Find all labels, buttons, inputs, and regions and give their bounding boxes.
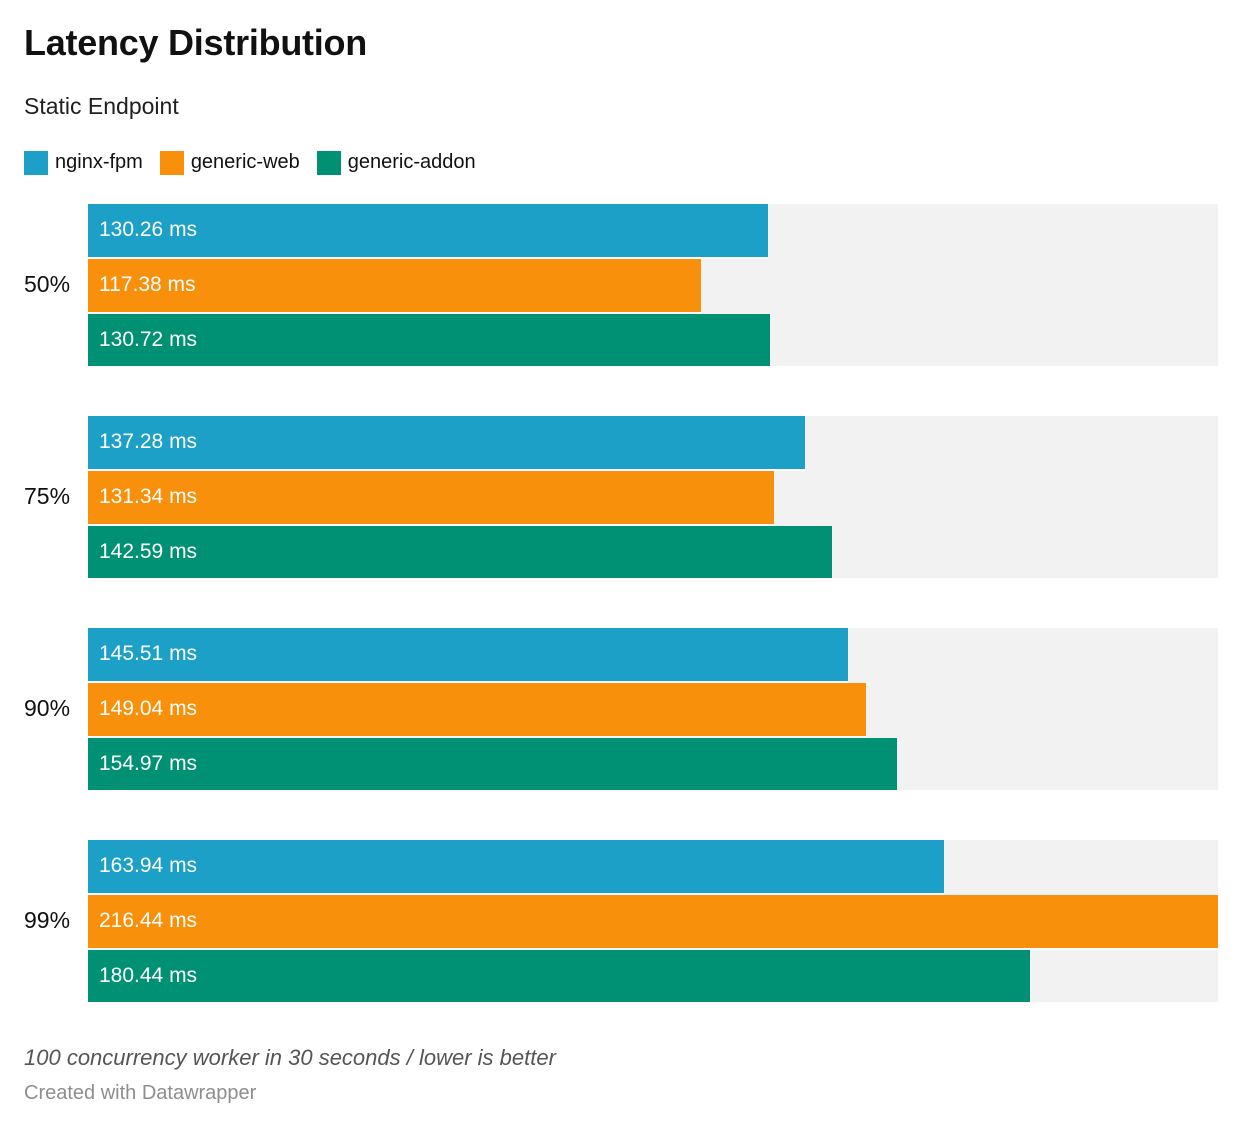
bar-generic-addon: 142.59 ms (88, 525, 833, 578)
legend: nginx-fpm generic-web generic-addon (24, 149, 1218, 177)
bar-generic-web: 131.34 ms (88, 470, 774, 526)
bar-nginx-fpm: 145.51 ms (88, 627, 848, 683)
category-label: 90% (24, 695, 71, 722)
bar-value-label: 131.34 ms (99, 485, 198, 509)
bar-group-99%: 99% 163.94 ms 216.44 ms 180.44 ms (24, 839, 1218, 1002)
bar-track: 163.94 ms 216.44 ms 180.44 ms (88, 839, 1218, 1002)
bar-nginx-fpm: 137.28 ms (88, 415, 805, 471)
bar-value-label: 142.59 ms (99, 539, 198, 563)
bar-track: 145.51 ms 149.04 ms 154.97 ms (88, 627, 1218, 790)
chart-subtitle: Static Endpoint (24, 93, 179, 120)
legend-swatch-icon (159, 150, 184, 175)
bar-track: 137.28 ms 131.34 ms 142.59 ms (88, 415, 1218, 578)
bar-value-label: 137.28 ms (99, 430, 198, 454)
bar-generic-addon: 180.44 ms (88, 949, 1031, 1002)
category-label: 99% (24, 907, 71, 934)
legend-item-generic-web: generic-web (159, 150, 300, 175)
legend-item-generic-addon: generic-addon (316, 150, 476, 175)
bar-generic-web: 216.44 ms (88, 894, 1218, 950)
legend-item-nginx-fpm: nginx-fpm (24, 150, 143, 175)
bar-value-label: 145.51 ms (99, 642, 198, 666)
category-label: 75% (24, 483, 71, 510)
page-title: Latency Distribution (24, 22, 368, 63)
bar-nginx-fpm: 163.94 ms (88, 839, 944, 895)
legend-swatch-icon (24, 150, 48, 175)
bar-group-50%: 50% 130.26 ms 117.38 ms 130.72 ms (24, 203, 1218, 366)
bar-value-label: 180.44 ms (99, 963, 198, 987)
bar-value-label: 216.44 ms (99, 909, 198, 933)
legend-label: nginx-fpm (55, 151, 143, 174)
bar-group-75%: 75% 137.28 ms 131.34 ms 142.59 ms (24, 415, 1218, 578)
bar-value-label: 130.26 ms (99, 218, 198, 242)
bar-generic-web: 149.04 ms (88, 682, 867, 738)
bar-track: 130.26 ms 117.38 ms 130.72 ms (88, 203, 1218, 366)
bar-value-label: 163.94 ms (99, 854, 198, 878)
bar-value-label: 130.72 ms (99, 327, 198, 351)
legend-label: generic-web (190, 151, 300, 174)
category-label: 50% (24, 271, 71, 298)
bar-nginx-fpm: 130.26 ms (88, 203, 769, 259)
bar-generic-addon: 154.97 ms (88, 737, 898, 790)
bar-value-label: 149.04 ms (99, 697, 198, 721)
bar-group-90%: 90% 145.51 ms 149.04 ms 154.97 ms (24, 627, 1218, 790)
datawrapper-credit: Created with Datawrapper (24, 1082, 257, 1105)
bar-value-label: 154.97 ms (99, 751, 198, 775)
legend-label: generic-addon (347, 151, 476, 174)
footer-note: 100 concurrency worker in 30 seconds / l… (24, 1044, 556, 1070)
bar-generic-addon: 130.72 ms (88, 313, 771, 366)
bar-value-label: 117.38 ms (99, 273, 196, 297)
bar-chart: 50% 130.26 ms 117.38 ms 130.72 ms 75% 137.28 … (24, 203, 1218, 1002)
bar-generic-web: 117.38 ms (88, 258, 701, 314)
legend-swatch-icon (316, 150, 341, 175)
